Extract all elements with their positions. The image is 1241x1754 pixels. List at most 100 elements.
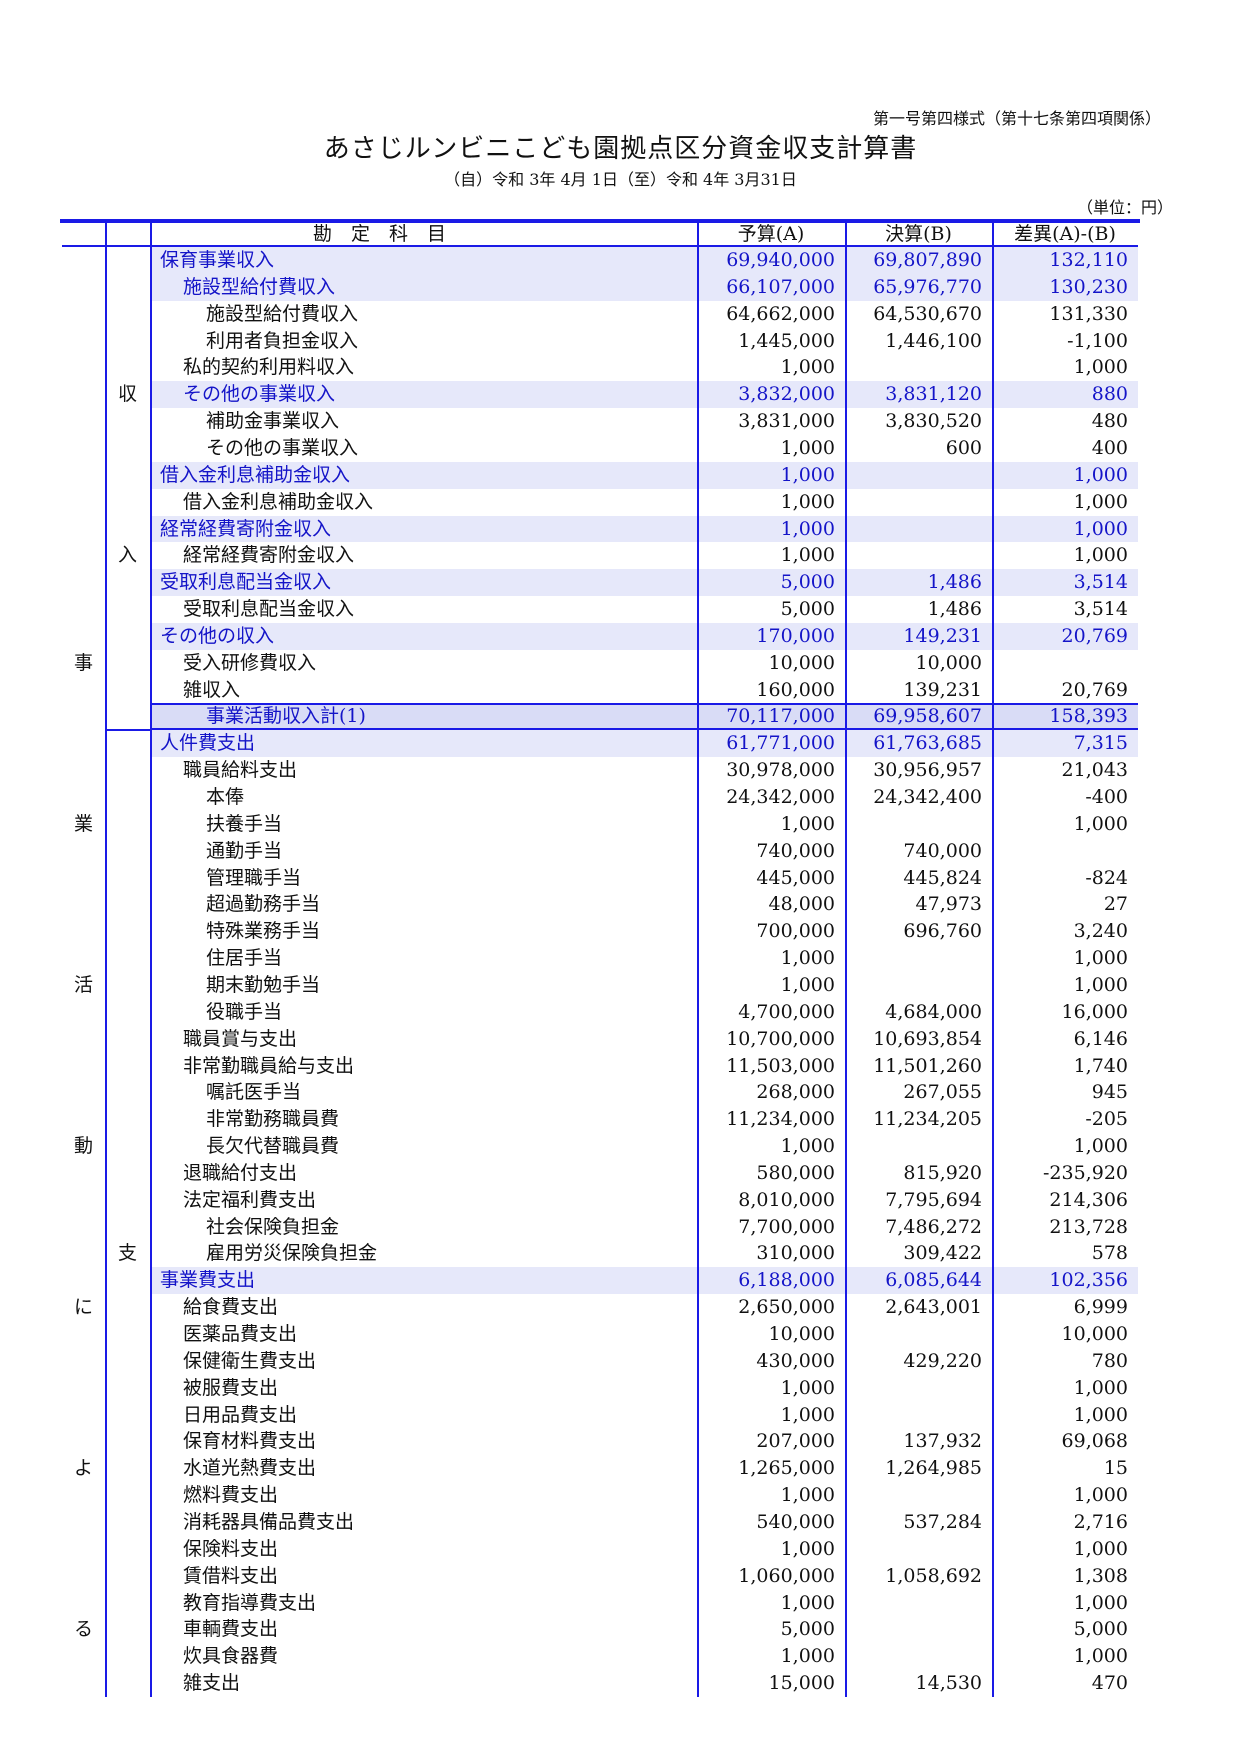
difference-amount: 6,146 bbox=[1073, 1027, 1128, 1050]
table-row: 保育材料費支出 207,000 137,932 69,068 bbox=[150, 1428, 1138, 1455]
budget-amount: 430,000 bbox=[756, 1349, 835, 1372]
difference-amount: 1,000 bbox=[1073, 973, 1128, 996]
actual-amount: 149,231 bbox=[903, 624, 982, 647]
actual-amount bbox=[845, 1375, 992, 1402]
difference-amount: 69,068 bbox=[1061, 1430, 1128, 1453]
table-row: 受取利息配当金収入 5,000 1,486 3,514 bbox=[150, 569, 1138, 597]
budget-amount: 11,503,000 bbox=[726, 1054, 835, 1077]
account-name: 保健衛生費支出 bbox=[183, 1349, 317, 1372]
account-name: 車輌費支出 bbox=[183, 1618, 279, 1641]
difference-amount: 880 bbox=[1091, 383, 1128, 406]
col1-divider bbox=[105, 221, 107, 1697]
difference-amount: 1,740 bbox=[1073, 1054, 1128, 1077]
budget-amount: 1,445,000 bbox=[738, 329, 835, 352]
difference-amount: 1,000 bbox=[1073, 1591, 1128, 1614]
account-name: 経常経費寄附金収入 bbox=[160, 517, 332, 540]
budget-amount: 580,000 bbox=[756, 1161, 835, 1184]
actual-amount bbox=[845, 1536, 992, 1563]
actual-amount: 7,795,694 bbox=[885, 1188, 982, 1211]
budget-amount: 1,000 bbox=[780, 1645, 835, 1668]
difference-amount: 1,000 bbox=[1073, 1403, 1128, 1426]
table-row: 保育事業収入 69,940,000 69,807,890 132,110 bbox=[150, 247, 1138, 274]
difference-amount: 1,000 bbox=[1073, 1376, 1128, 1399]
actual-amount: 309,422 bbox=[903, 1242, 982, 1265]
difference-amount: 131,330 bbox=[1049, 302, 1128, 325]
table-row: 賃借料支出 1,060,000 1,058,692 1,308 bbox=[150, 1563, 1138, 1590]
account-name: 特殊業務手当 bbox=[206, 920, 321, 943]
table-row: 長欠代替職員費 1,000 1,000 bbox=[150, 1133, 1138, 1160]
table-row: 住居手当 1,000 1,000 bbox=[150, 945, 1138, 972]
actual-amount: 1,446,100 bbox=[885, 329, 982, 352]
difference-amount: 158,393 bbox=[1049, 705, 1128, 728]
table-row: 超過勤務手当 48,000 47,973 27 bbox=[150, 891, 1138, 918]
actual-amount bbox=[845, 1321, 992, 1348]
column-divider bbox=[992, 221, 994, 1697]
actual-amount: 740,000 bbox=[903, 839, 982, 862]
account-name: 雑収入 bbox=[183, 678, 241, 701]
difference-amount: 1,000 bbox=[1073, 463, 1128, 486]
account-name: 受取利息配当金収入 bbox=[160, 571, 332, 594]
table-row: 事業費支出 6,188,000 6,085,644 102,356 bbox=[150, 1267, 1138, 1295]
table-row: 経常経費寄附金収入 1,000 1,000 bbox=[150, 515, 1138, 543]
difference-amount: 1,000 bbox=[1073, 812, 1128, 835]
account-name: 長欠代替職員費 bbox=[206, 1135, 340, 1158]
table-row: 経常経費寄附金収入 1,000 1,000 bbox=[150, 542, 1138, 569]
account-name: 事業費支出 bbox=[160, 1269, 256, 1292]
difference-amount: 3,240 bbox=[1073, 920, 1128, 943]
actual-amount: 10,000 bbox=[915, 651, 982, 674]
table-row: その他の収入 170,000 149,231 20,769 bbox=[150, 622, 1138, 650]
budget-amount: 3,831,000 bbox=[738, 410, 835, 433]
header-account: 勘 定 科 目 bbox=[62, 221, 697, 247]
account-name: 住居手当 bbox=[206, 947, 283, 970]
account-name: 扶養手当 bbox=[206, 812, 283, 835]
budget-amount: 1,000 bbox=[780, 1591, 835, 1614]
account-name: 燃料費支出 bbox=[183, 1484, 279, 1507]
difference-amount: 780 bbox=[1091, 1349, 1128, 1372]
budget-amount: 268,000 bbox=[756, 1081, 835, 1104]
budget-amount: 4,700,000 bbox=[738, 1000, 835, 1023]
difference-amount: 130,230 bbox=[1049, 275, 1128, 298]
account-name: 社会保険負担金 bbox=[206, 1215, 340, 1238]
account-name: その他の事業収入 bbox=[183, 383, 336, 406]
budget-amount: 30,978,000 bbox=[726, 759, 835, 782]
side-label-char: 業 bbox=[73, 812, 93, 835]
header-budget: 予算(A) bbox=[697, 221, 845, 247]
difference-amount: -205 bbox=[1085, 1108, 1128, 1131]
account-name: 非常勤職員給与支出 bbox=[183, 1054, 355, 1077]
budget-amount: 11,234,000 bbox=[726, 1108, 835, 1131]
budget-amount: 445,000 bbox=[756, 866, 835, 889]
table-row: 保険料支出 1,000 1,000 bbox=[150, 1536, 1138, 1563]
actual-amount bbox=[845, 1133, 992, 1160]
form-number-label: 第一号第四様式（第十七条第四項関係） bbox=[872, 109, 1161, 128]
table-row: その他の事業収入 1,000 600 400 bbox=[150, 435, 1138, 462]
table-row: 雑収入 160,000 139,231 20,769 bbox=[150, 677, 1138, 704]
table-row: 職員給料支出 30,978,000 30,956,957 21,043 bbox=[150, 757, 1138, 784]
account-name: 保育材料費支出 bbox=[183, 1430, 317, 1453]
difference-amount: 945 bbox=[1091, 1081, 1128, 1104]
actual-amount: 64,530,670 bbox=[873, 302, 982, 325]
table-row: 給食費支出 2,650,000 2,643,001 6,999 bbox=[150, 1294, 1138, 1321]
account-name: 退職給付支出 bbox=[183, 1161, 298, 1184]
difference-amount: 400 bbox=[1091, 436, 1128, 459]
table-row: 非常勤職員給与支出 11,503,000 11,501,260 1,740 bbox=[150, 1053, 1138, 1080]
table-row: 社会保険負担金 7,700,000 7,486,272 213,728 bbox=[150, 1214, 1138, 1241]
table-row: 炊具食器費 1,000 1,000 bbox=[150, 1643, 1138, 1670]
header-diff: 差異(A)-(B) bbox=[992, 221, 1138, 247]
actual-amount: 65,976,770 bbox=[873, 275, 982, 298]
account-name: 職員給料支出 bbox=[183, 759, 298, 782]
difference-amount: 214,306 bbox=[1049, 1188, 1128, 1211]
account-name: 利用者負担金収入 bbox=[206, 329, 359, 352]
actual-amount: 139,231 bbox=[903, 678, 982, 701]
budget-amount: 5,000 bbox=[780, 598, 835, 621]
actual-amount bbox=[845, 489, 992, 516]
actual-amount bbox=[845, 462, 992, 489]
difference-amount: 470 bbox=[1091, 1672, 1128, 1695]
difference-amount: -400 bbox=[1085, 786, 1128, 808]
table-row: 本俸 24,342,000 24,342,400 -400 bbox=[150, 784, 1138, 811]
budget-amount: 1,000 bbox=[780, 1537, 835, 1560]
actual-amount: 267,055 bbox=[903, 1081, 982, 1104]
side-label-char: 事 bbox=[73, 651, 93, 674]
budget-amount: 310,000 bbox=[756, 1242, 835, 1265]
account-name: 教育指導費支出 bbox=[183, 1591, 317, 1614]
side-label-char: に bbox=[73, 1296, 93, 1319]
